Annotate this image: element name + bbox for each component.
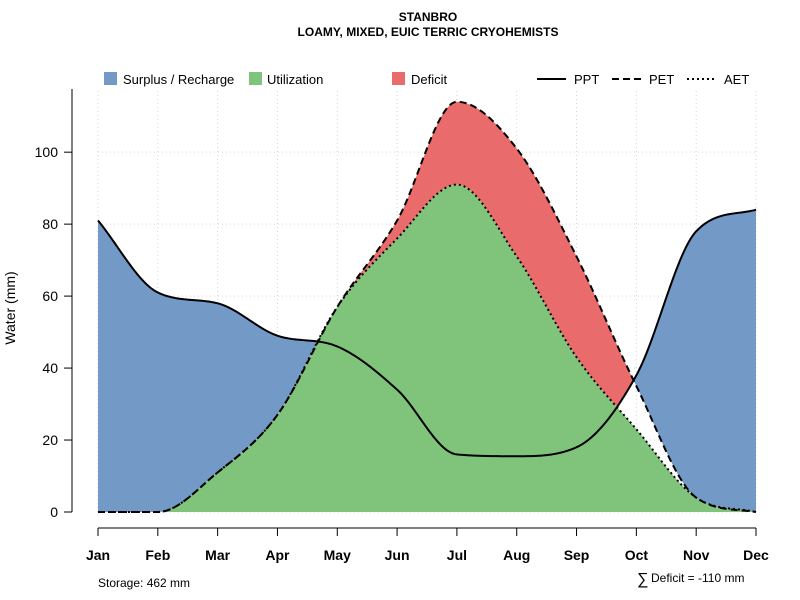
area-utilization [98,184,756,512]
x-tick-label-jul: Jul [447,547,467,563]
series-group [97,100,757,513]
x-tick-label-sep: Sep [564,547,590,563]
x-tick-label-dec: Dec [743,547,769,563]
x-tick-label-jun: Jun [385,547,410,563]
area-group [98,101,756,513]
area-deficit [98,101,756,513]
series-line-aet [98,183,757,513]
legend-swatch-surplus [104,72,117,85]
deficit-annotation: Deficit = -110 mm [651,571,744,585]
y-tick-label-40: 40 [42,360,58,376]
legend-label-utilization: Utilization [267,72,323,87]
legend: Surplus / Recharge Utilization Deficit P… [104,72,749,87]
y-tick-label-0: 0 [50,504,58,520]
y-tick-label-60: 60 [42,288,58,304]
x-tick-label-aug: Aug [503,547,530,563]
x-tick-label-nov: Nov [683,547,710,563]
deficit-sum-symbol: ∑ [637,571,648,588]
chart-title: STANBRO [399,10,457,24]
x-tick-label-oct: Oct [625,547,649,563]
x-tick-label-feb: Feb [145,547,170,563]
legend-swatch-utilization [249,72,262,85]
x-tick-label-apr: Apr [265,547,290,563]
series-line-ppt [97,208,757,458]
y-tick-label-100: 100 [35,144,59,160]
y-tick-label-20: 20 [42,432,58,448]
x-tick-label-mar: Mar [205,547,230,563]
legend-label-pet: PET [649,72,674,87]
y-axis-label: Water (mm) [2,271,18,344]
axes-group: 0 20 40 60 80 100 Jan Feb Mar Apr May Jun Jul Aug Sep O… [35,89,769,563]
storage-annotation: Storage: 462 mm [98,576,190,590]
chart-subtitle: LOAMY, MIXED, EUIC TERRIC CRYOHEMISTS [298,25,559,39]
x-tick-label-may: May [324,547,351,563]
legend-label-deficit: Deficit [411,72,448,87]
legend-label-aet: AET [724,72,749,87]
y-tick-label-80: 80 [42,216,58,232]
legend-swatch-deficit [392,72,405,85]
legend-label-ppt: PPT [574,72,599,87]
x-tick-label-jan: Jan [86,547,110,563]
legend-label-surplus: Surplus / Recharge [123,72,234,87]
series-line-pet [98,100,757,513]
